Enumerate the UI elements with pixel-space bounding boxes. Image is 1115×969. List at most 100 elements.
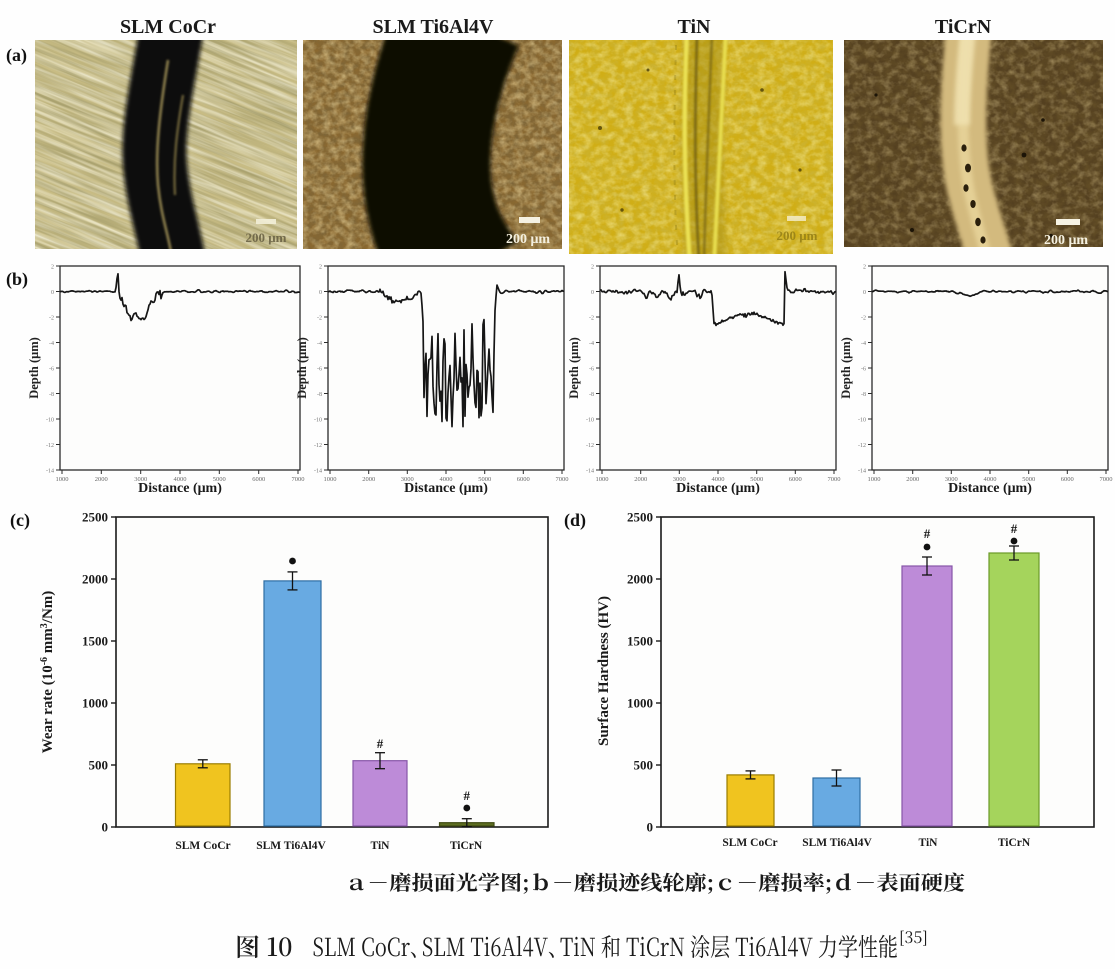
svg-text:-8: -8 — [317, 392, 322, 398]
svg-text:1000: 1000 — [324, 476, 337, 483]
svg-text:Depth (μm): Depth (μm) — [839, 337, 853, 399]
svg-text:2500: 2500 — [627, 510, 653, 525]
svg-text:-10: -10 — [586, 418, 594, 424]
svg-text:2000: 2000 — [95, 476, 108, 483]
svg-text:TiCrN: TiCrN — [998, 837, 1031, 849]
svg-text:3000: 3000 — [134, 476, 147, 483]
svg-text:(b): (b) — [6, 269, 28, 290]
svg-text:SLM Ti6Al4V: SLM Ti6Al4V — [256, 840, 326, 852]
svg-text:Depth (μm): Depth (μm) — [295, 337, 309, 399]
svg-text:SLM CoCr: SLM CoCr — [722, 837, 777, 849]
svg-text:TiN: TiN — [678, 16, 712, 38]
svg-text:1000: 1000 — [868, 476, 881, 483]
svg-text:-4: -4 — [861, 341, 866, 347]
svg-text:0: 0 — [51, 290, 54, 296]
svg-text:7000: 7000 — [556, 476, 569, 483]
svg-text:Depth (μm): Depth (μm) — [567, 337, 581, 399]
svg-text:-10: -10 — [314, 418, 322, 424]
svg-text:-6: -6 — [49, 367, 54, 373]
svg-text:-10: -10 — [46, 418, 54, 424]
svg-text:7000: 7000 — [292, 476, 305, 483]
svg-text:200 μm: 200 μm — [506, 232, 550, 247]
svg-text:Distance (μm): Distance (μm) — [676, 481, 760, 496]
svg-text:5000: 5000 — [750, 476, 763, 483]
svg-text:2000: 2000 — [82, 572, 108, 587]
svg-text:2000: 2000 — [634, 476, 647, 483]
svg-text:1000: 1000 — [596, 476, 609, 483]
svg-text:500: 500 — [634, 758, 654, 773]
svg-text:4000: 4000 — [984, 476, 997, 483]
svg-text:6000: 6000 — [252, 476, 265, 483]
svg-text:-6: -6 — [861, 367, 866, 373]
svg-text:2500: 2500 — [82, 510, 108, 525]
svg-text:500: 500 — [89, 758, 109, 773]
svg-text:2000: 2000 — [627, 572, 653, 587]
svg-text:-8: -8 — [589, 392, 594, 398]
svg-text:#: # — [1011, 521, 1018, 536]
svg-text:1000: 1000 — [56, 476, 69, 483]
svg-text:SLM CoCr: SLM CoCr — [175, 840, 230, 852]
svg-text:2: 2 — [863, 265, 866, 271]
svg-text:1000: 1000 — [627, 696, 653, 711]
svg-text:0: 0 — [647, 820, 654, 835]
svg-text:7000: 7000 — [1100, 476, 1113, 483]
svg-text:1000: 1000 — [82, 696, 108, 711]
svg-text:200 μm: 200 μm — [246, 230, 287, 245]
svg-text:7000: 7000 — [828, 476, 841, 483]
svg-text:-14: -14 — [858, 469, 866, 475]
svg-text:3000: 3000 — [945, 476, 958, 483]
svg-text:5000: 5000 — [213, 476, 226, 483]
svg-text:3000: 3000 — [401, 476, 414, 483]
svg-text:-2: -2 — [589, 316, 594, 322]
svg-text:6000: 6000 — [517, 476, 530, 483]
svg-text:5000: 5000 — [478, 476, 491, 483]
svg-text:-2: -2 — [49, 316, 54, 322]
svg-text:2: 2 — [319, 265, 322, 271]
svg-text:-4: -4 — [317, 341, 322, 347]
svg-text:4000: 4000 — [174, 476, 187, 483]
svg-text:TiN: TiN — [919, 837, 939, 849]
svg-text:Distance (μm): Distance (μm) — [138, 481, 222, 496]
svg-text:-12: -12 — [314, 443, 322, 449]
svg-text:-4: -4 — [589, 341, 594, 347]
svg-text:-4: -4 — [49, 341, 54, 347]
svg-text:2000: 2000 — [362, 476, 375, 483]
svg-text:TiN: TiN — [371, 840, 391, 852]
svg-text:1500: 1500 — [627, 634, 653, 649]
svg-text:Wear rate (10-6 mm3/Nm): Wear rate (10-6 mm3/Nm) — [39, 591, 56, 754]
svg-text:Distance (μm): Distance (μm) — [948, 481, 1032, 496]
svg-text:-6: -6 — [317, 367, 322, 373]
svg-text:-12: -12 — [586, 443, 594, 449]
svg-text:SLM Ti6Al4V: SLM Ti6Al4V — [802, 837, 872, 849]
svg-text:#: # — [924, 526, 931, 541]
svg-text:TiCrN: TiCrN — [450, 840, 483, 852]
svg-text:(c): (c) — [10, 510, 30, 531]
svg-text:2000: 2000 — [906, 476, 919, 483]
svg-text:3000: 3000 — [673, 476, 686, 483]
svg-text:-2: -2 — [861, 316, 866, 322]
svg-text:4000: 4000 — [440, 476, 453, 483]
svg-text:0: 0 — [102, 820, 109, 835]
svg-text:-8: -8 — [49, 392, 54, 398]
svg-text:-10: -10 — [858, 418, 866, 424]
svg-text:-8: -8 — [861, 392, 866, 398]
svg-text:#: # — [377, 736, 384, 751]
svg-text:6000: 6000 — [789, 476, 802, 483]
svg-text:2: 2 — [51, 265, 54, 271]
svg-text:200 μm: 200 μm — [777, 228, 818, 243]
svg-text:-12: -12 — [858, 443, 866, 449]
svg-text:SLM CoCr: SLM CoCr — [120, 16, 216, 38]
svg-text:0: 0 — [591, 290, 594, 296]
svg-text:-6: -6 — [589, 367, 594, 373]
svg-text:1500: 1500 — [82, 634, 108, 649]
svg-text:TiCrN: TiCrN — [935, 16, 992, 38]
svg-text:5000: 5000 — [1022, 476, 1035, 483]
svg-text:200 μm: 200 μm — [1044, 233, 1088, 248]
svg-text:-2: -2 — [317, 316, 322, 322]
svg-text:0: 0 — [863, 290, 866, 296]
svg-text:(a): (a) — [6, 45, 27, 66]
svg-text:Depth (μm): Depth (μm) — [27, 337, 41, 399]
svg-text:-14: -14 — [46, 469, 54, 475]
svg-text:Surface Hardness (HV): Surface Hardness (HV) — [596, 596, 612, 746]
svg-text:Distance (μm): Distance (μm) — [404, 481, 488, 496]
